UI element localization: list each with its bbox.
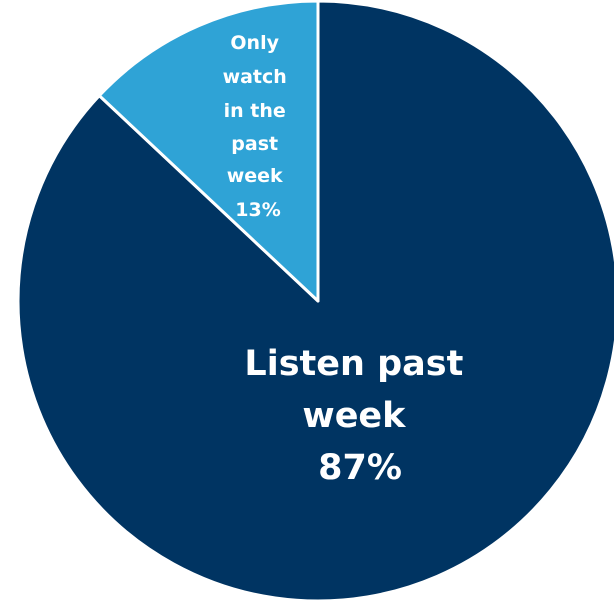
- slice-label-watch-value: 13%: [235, 199, 280, 221]
- slice-label-listen-past-week: Listen past week 87%: [244, 344, 475, 488]
- slice-label-listen-value: 87%: [318, 448, 402, 488]
- slice-label-watch-line-1: Only: [230, 32, 279, 54]
- slice-label-watch-line-5: week: [227, 165, 283, 187]
- slice-label-listen-line-1: Listen past: [244, 344, 463, 384]
- slice-label-only-watch: Only watch in the past week 13%: [223, 32, 294, 221]
- pie-slice-only-watch: [97, 0, 320, 303]
- slice-label-watch-line-2: watch: [223, 66, 287, 88]
- slice-label-watch-line-4: past: [231, 133, 278, 155]
- slice-label-watch-line-3: in the: [224, 100, 286, 122]
- slice-label-listen-line-2: week: [302, 396, 406, 436]
